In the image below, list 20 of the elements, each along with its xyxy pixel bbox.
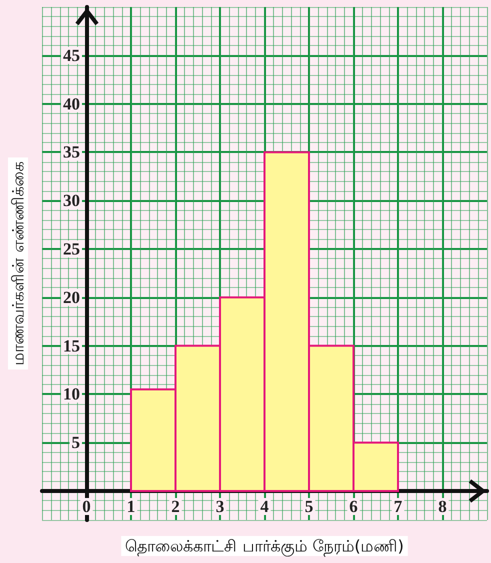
y-tick-label: 35 bbox=[63, 142, 80, 162]
y-tick-label: 20 bbox=[63, 288, 80, 307]
x-axis-title: தொலைக்காட்சி பார்க்கும் நேரம்(மணி) bbox=[125, 536, 404, 556]
x-tick-label: 6 bbox=[349, 497, 358, 516]
y-tick-label: 40 bbox=[63, 94, 80, 114]
y-tick-label: 10 bbox=[63, 384, 80, 404]
x-tick-label: 1 bbox=[126, 497, 136, 516]
y-tick-label: 30 bbox=[63, 191, 80, 210]
y-tick-label: 5 bbox=[72, 433, 80, 452]
y-tick-label: 45 bbox=[63, 46, 80, 65]
x-tick-label: 7 bbox=[394, 497, 403, 516]
y-axis-title: மாணவர்களின் எண்ணிக்கை bbox=[8, 161, 28, 366]
x-tick-label: 3 bbox=[216, 497, 224, 516]
x-tick-label: 4 bbox=[260, 497, 270, 516]
y-tick-label: 25 bbox=[63, 239, 80, 258]
x-tick-label: 2 bbox=[171, 497, 180, 516]
y-tick-label: 15 bbox=[63, 336, 80, 356]
x-tick-label: 5 bbox=[304, 497, 314, 516]
x-tick-label: 8 bbox=[438, 497, 447, 516]
x-tick-label: 0 bbox=[82, 497, 91, 516]
